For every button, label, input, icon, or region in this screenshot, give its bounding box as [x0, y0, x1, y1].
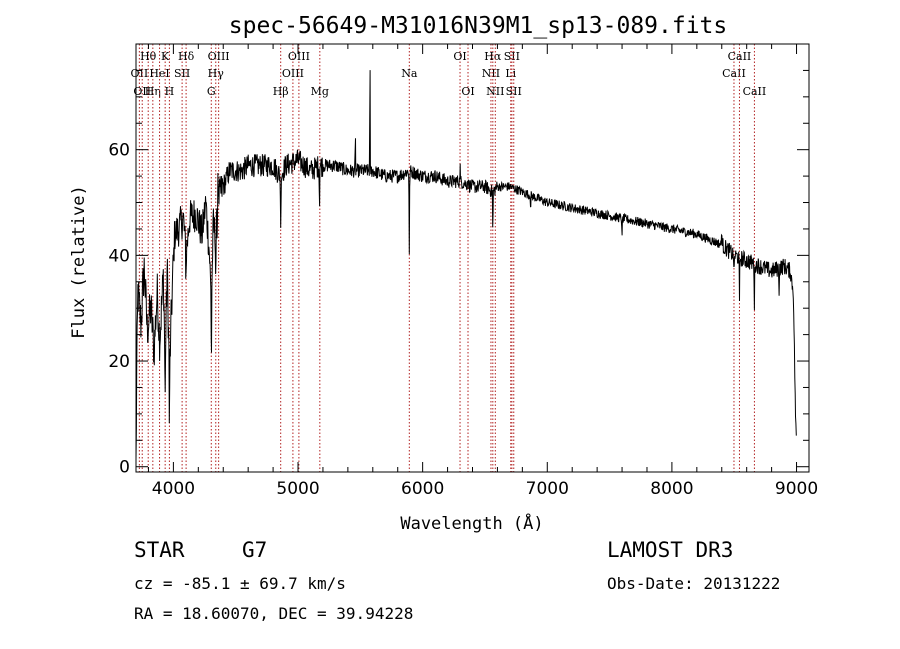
reference-line-label-20: Hα [484, 50, 502, 63]
x-tick-label: 4000 [152, 479, 195, 499]
reference-line-label-10: Hγ [208, 67, 225, 80]
redshift-info: cz = -85.1 ± 69.7 km/s [134, 574, 346, 593]
reference-line-label-14: OIII [288, 50, 310, 63]
reference-line-label-5: K [161, 50, 170, 63]
reference-line-label-19: NII [482, 67, 500, 80]
plot-frame [135, 43, 810, 473]
reference-line-label-12: Hβ [273, 85, 289, 98]
reference-line-label-24: SII [506, 85, 522, 98]
reference-line-label-9: G [207, 85, 216, 98]
reference-line-label-11: OIII [208, 50, 230, 63]
observation-date: Obs-Date: 20131222 [607, 574, 781, 593]
x-axis-label: Wavelength (Å) [400, 512, 543, 534]
y-tick-label: 20 [108, 352, 130, 372]
axis-ticks-group: 4000 5000 6000 7000 8000 9000 0 20 40 60 [108, 44, 818, 499]
x-tick-label: 9000 [775, 479, 818, 499]
reference-line-label-7: SII [174, 67, 190, 80]
reference-line-label-2: Hθ [140, 50, 157, 63]
reference-line-label-23: SII [504, 50, 520, 63]
reference-line-label-1: OII [133, 85, 151, 98]
reference-line-label-8: Hδ [178, 50, 195, 63]
reference-line-label-0: OII [131, 67, 149, 80]
reference-line-label-21: NII [486, 85, 504, 98]
reference-line-label-17: OI [453, 50, 466, 63]
x-tick-label: 5000 [276, 479, 319, 499]
chart-title: spec-56649-M31016N39M1_sp13-089.fits [229, 13, 728, 39]
reference-line-label-18: OI [461, 85, 474, 98]
reference-line-label-4: HeI [149, 67, 169, 80]
reference-line-label-15: Mg [311, 85, 329, 98]
x-tick-label: 6000 [401, 479, 444, 499]
reference-line-label-25: CaII [722, 67, 746, 80]
x-tick-label: 8000 [650, 479, 693, 499]
reference-line-label-22: Li [505, 67, 516, 80]
reference-line-label-6: H [165, 85, 175, 98]
y-tick-label: 40 [108, 246, 130, 266]
reference-lines-group: OII OII Hθ Hη HeI K H SII Hδ G Hγ OIII Hβ OIII OIII Mg N… [131, 44, 767, 472]
sky-coordinates: RA = 18.60070, DEC = 39.94228 [134, 604, 414, 623]
spectrum-line [135, 70, 797, 460]
reference-line-label-16: Na [401, 67, 418, 80]
reference-line-label-13: OIII [282, 67, 304, 80]
survey-name: LAMOST DR3 [607, 538, 734, 562]
reference-line-label-27: CaII [743, 85, 767, 98]
reference-line-label-26: CaII [728, 50, 752, 63]
y-axis-label: Flux (relative) [69, 185, 89, 339]
object-class: STAR [134, 538, 185, 562]
reference-line-label-3: Hη [145, 85, 161, 98]
y-tick-label: 0 [119, 458, 130, 478]
spectral-subclass: G7 [242, 538, 268, 562]
y-tick-label: 60 [108, 141, 130, 161]
x-tick-label: 7000 [526, 479, 569, 499]
